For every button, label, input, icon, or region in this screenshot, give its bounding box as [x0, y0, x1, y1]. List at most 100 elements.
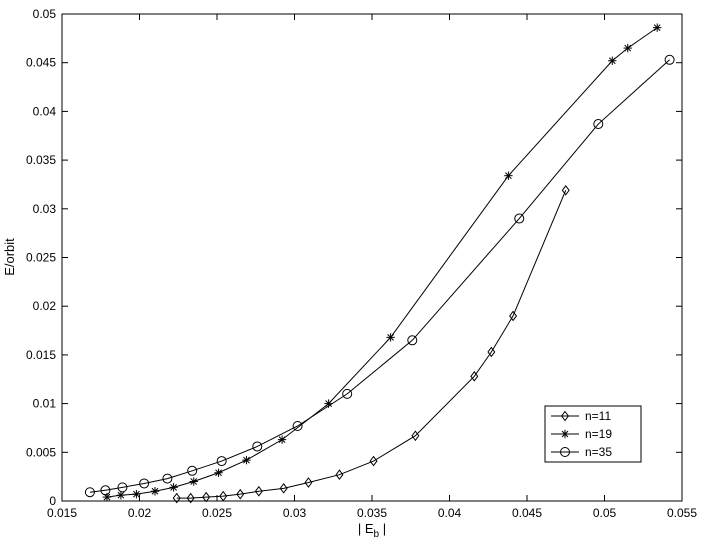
circle-marker	[593, 119, 604, 130]
star-stroke	[170, 483, 177, 491]
diamond-marker	[304, 477, 313, 488]
x-tick-label: 0.05	[593, 506, 617, 520]
diamond-marker	[509, 310, 518, 322]
star-marker	[169, 483, 178, 492]
diamond-marker	[254, 485, 263, 497]
circle-marker	[292, 421, 303, 432]
diamond-marker	[219, 490, 228, 502]
star-stroke	[278, 436, 286, 444]
star-marker	[116, 490, 126, 500]
star-stroke	[325, 400, 332, 407]
star-marker	[560, 429, 570, 439]
star-stroke	[133, 490, 140, 498]
legend-label: n=35	[585, 445, 612, 459]
series-group	[84, 23, 675, 504]
star-marker	[386, 333, 395, 342]
x-tick-label: 0.055	[667, 506, 697, 520]
legend-label: n=11	[585, 409, 611, 423]
star-stroke	[103, 493, 111, 501]
circle-marker	[162, 473, 173, 484]
star-marker	[150, 487, 160, 496]
y-tick-label: 0.05	[33, 7, 57, 21]
diamond-marker	[186, 492, 195, 504]
circle-marker	[100, 485, 111, 496]
diamond-marker	[236, 488, 245, 500]
star-stroke	[215, 469, 222, 477]
x-axis-label-main: | E	[358, 521, 374, 536]
circle-marker	[216, 456, 227, 467]
y-tick-label: 0.01	[33, 397, 57, 411]
x-tick-label: 0.02	[128, 506, 152, 520]
star-stroke	[243, 456, 250, 464]
y-tick-label: 0.035	[26, 153, 56, 167]
series-line	[176, 190, 567, 499]
star-marker	[189, 477, 198, 486]
diamond-marker	[172, 492, 181, 504]
circle-marker	[560, 447, 570, 457]
y-tick-label: 0.005	[26, 445, 56, 459]
diamond-marker	[411, 430, 420, 442]
star-stroke	[117, 491, 125, 499]
y-tick-label: 0.02	[33, 299, 57, 313]
x-tick-label: 0.04	[438, 506, 462, 520]
circle-marker	[342, 388, 353, 399]
y-axis-label: E/orbit	[2, 238, 17, 276]
circle-marker	[139, 478, 150, 489]
star-stroke	[387, 333, 394, 341]
diamond-marker	[470, 370, 479, 382]
diamond-marker	[561, 184, 570, 196]
diamond-marker	[369, 455, 378, 467]
diamond-marker	[487, 346, 496, 358]
y-tick-label: 0.045	[26, 56, 56, 70]
star-stroke	[151, 487, 159, 495]
x-tick-label: 0.025	[202, 506, 232, 520]
diamond-marker	[279, 483, 288, 494]
circle-marker	[407, 335, 418, 346]
star-marker	[277, 435, 287, 444]
star-marker	[653, 23, 662, 32]
diamond-marker	[561, 410, 569, 422]
circle-marker	[514, 213, 525, 224]
series-n-11	[172, 184, 570, 504]
star-marker	[214, 468, 223, 477]
x-tick-label: 0.03	[283, 506, 307, 520]
star-marker	[608, 56, 617, 65]
circle-marker	[664, 54, 675, 65]
star-marker	[324, 399, 333, 408]
x-tick-label: 0.015	[47, 506, 77, 520]
star-stroke	[624, 44, 632, 52]
star-marker	[132, 489, 141, 499]
legend-entry: n=11	[551, 409, 611, 423]
circle-marker	[84, 487, 95, 498]
x-tick-label: 0.045	[512, 506, 542, 520]
series-n-35	[84, 54, 675, 498]
x-axis-label-suffix: |	[379, 521, 386, 536]
y-tick-label: 0.015	[26, 348, 56, 362]
y-tick-label: 0	[49, 494, 56, 508]
axis-ticks: 0.015 0.02 0.025 0.03 0.035 0.04 0.045 0.05 0.05…	[26, 7, 697, 520]
series-line	[89, 59, 670, 493]
legend: n=11 n=19 n=35	[544, 405, 642, 463]
circle-marker	[117, 482, 128, 493]
legend-entry: n=35	[551, 445, 612, 459]
star-stroke	[653, 24, 661, 32]
star-stroke	[505, 172, 512, 180]
circle-marker	[187, 465, 198, 476]
legend-entry: n=19	[551, 427, 612, 441]
legend-label: n=19	[585, 427, 612, 441]
star-marker	[623, 43, 632, 53]
star-stroke	[190, 478, 198, 485]
y-tick-label: 0.04	[33, 104, 57, 118]
y-tick-label: 0.025	[26, 251, 56, 265]
x-axis-label-subscript: b	[374, 529, 380, 540]
star-stroke	[608, 57, 616, 65]
star-stroke	[561, 430, 569, 438]
y-tick-label: 0.03	[33, 202, 57, 216]
star-marker	[504, 171, 513, 180]
series-n-19	[102, 23, 662, 502]
x-axis-label: | Eb |	[358, 521, 386, 540]
diamond-marker	[335, 469, 344, 481]
circle-marker	[252, 441, 263, 452]
star-marker	[242, 455, 251, 465]
